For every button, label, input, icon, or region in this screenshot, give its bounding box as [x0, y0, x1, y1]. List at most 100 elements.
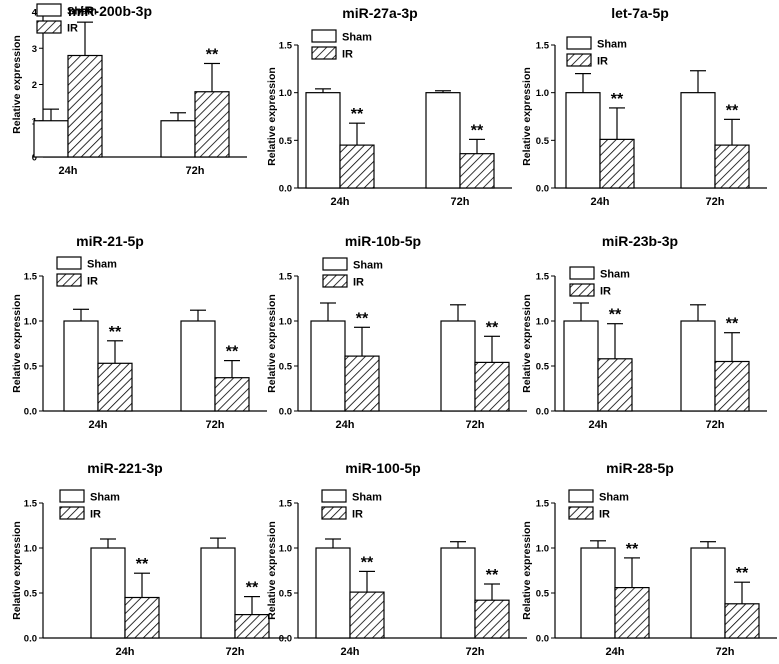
bar-sham-24h — [90, 547, 126, 639]
significance-label: ** — [471, 122, 484, 139]
x-tick-label: 24h — [116, 646, 135, 658]
bar-sham-24h — [63, 320, 99, 412]
legend-label-sham: Sham — [353, 260, 383, 272]
bar-sham-72h — [690, 547, 726, 639]
bar-ir-24h — [344, 355, 380, 412]
y-tick-label: 1.0 — [536, 88, 549, 99]
legend-label-sham: Sham — [90, 492, 120, 504]
x-tick-label: 24h — [589, 419, 608, 431]
x-tick-label: 24h — [89, 419, 108, 431]
legend-label-sham: Sham — [597, 39, 627, 51]
x-tick-label: 72h — [466, 419, 485, 431]
legend-swatch-sham — [321, 489, 347, 503]
x-tick-label: 24h — [59, 165, 78, 177]
bar-ir-24h — [614, 586, 650, 639]
y-tick-label: 1.0 — [279, 88, 292, 99]
legend-swatch-sham — [311, 29, 337, 43]
bar-sham-24h — [33, 120, 69, 158]
bar-sham-24h — [563, 320, 599, 412]
legend-swatch-ir — [59, 506, 85, 520]
significance-label: ** — [726, 316, 739, 333]
bar-sham-24h — [580, 547, 616, 639]
y-axis-label: Relative expression — [521, 67, 533, 166]
legend-label-ir: IR — [353, 277, 364, 289]
bar-sham-72h — [440, 547, 476, 639]
chart-title: let-7a-5p — [611, 5, 669, 21]
significance-label: ** — [109, 324, 122, 341]
significance-label: ** — [356, 310, 369, 327]
significance-label: ** — [736, 565, 749, 582]
bar-ir-72h — [234, 613, 270, 639]
chart-title: miR-27a-3p — [342, 5, 417, 21]
legend-swatch-ir — [322, 274, 348, 288]
bar-ir-72h — [459, 153, 495, 189]
legend-label-sham: Sham — [599, 492, 629, 504]
chart-panel-2: miR-27a-3p 0.0 0.5 1.0 1.5 Relative expressio… — [266, 5, 512, 208]
y-tick-label: 4 — [32, 8, 38, 19]
y-tick-label: 1.0 — [279, 317, 292, 328]
y-tick-label: 1.5 — [279, 499, 293, 510]
bar-ir-24h — [124, 596, 160, 639]
chart-title: miR-28-5p — [606, 460, 674, 476]
x-tick-label: 24h — [336, 419, 355, 431]
y-tick-label: 0.5 — [536, 362, 550, 373]
y-tick-label: 0.0 — [279, 634, 292, 645]
bar-ir-24h — [339, 144, 375, 189]
y-tick-label: 1.5 — [536, 272, 550, 283]
bar-sham-72h — [440, 320, 476, 412]
chart-title: miR-200b-3p — [68, 3, 152, 19]
x-tick-label: 24h — [606, 646, 625, 658]
legend-swatch-sham — [566, 36, 592, 50]
bar-ir-72h — [474, 361, 510, 412]
bar-ir-72h — [214, 377, 250, 412]
significance-label: ** — [79, 5, 92, 22]
x-tick-label: 72h — [226, 646, 245, 658]
bar-sham-72h — [680, 92, 716, 189]
y-tick-label: 0.5 — [279, 589, 293, 600]
bar-sham-72h — [180, 320, 216, 412]
y-tick-label: 0.0 — [536, 184, 549, 195]
y-axis-label: Relative expression — [521, 521, 533, 620]
y-tick-label: 1.0 — [24, 317, 37, 328]
significance-label: ** — [486, 319, 499, 336]
legend-swatch-ir — [311, 46, 337, 60]
y-tick-label: 0.5 — [536, 589, 550, 600]
legend-swatch-ir — [56, 273, 82, 287]
significance-label: ** — [726, 102, 739, 119]
bar-ir-24h — [349, 591, 385, 639]
y-tick-label: 0 — [32, 153, 37, 164]
y-tick-label: 1.5 — [536, 41, 550, 52]
chart-title: miR-21-5p — [76, 233, 144, 249]
legend-swatch-ir — [36, 20, 62, 34]
chart-panel-1: miR-200b-3p01234Relative expression**24h… — [11, 3, 247, 177]
x-tick-label: 72h — [206, 419, 225, 431]
bar-sham-72h — [680, 320, 716, 412]
significance-label: ** — [226, 344, 239, 361]
bar-ir-72h — [714, 360, 750, 412]
bar-sham-24h — [310, 320, 346, 412]
legend-swatch-ir — [566, 53, 592, 67]
y-tick-label: 0.5 — [24, 589, 38, 600]
significance-label: ** — [246, 580, 259, 597]
significance-label: ** — [609, 307, 622, 324]
y-tick-label: 1.5 — [24, 499, 38, 510]
significance-label: ** — [351, 106, 364, 123]
y-axis-label: Relative expression — [266, 521, 278, 620]
y-axis-label: Relative expression — [11, 35, 23, 134]
chart-title: miR-10b-5p — [345, 233, 421, 249]
legend-swatch-sham — [59, 489, 85, 503]
bar-sham-72h — [160, 120, 196, 158]
y-tick-label: 1.5 — [24, 272, 38, 283]
legend-swatch-sham — [56, 256, 82, 270]
legend-label-ir: IR — [352, 509, 363, 521]
legend-swatch-ir — [569, 283, 595, 297]
legend-label-ir: IR — [342, 49, 353, 61]
x-tick-label: 72h — [466, 646, 485, 658]
y-tick-label: 1.5 — [536, 499, 550, 510]
significance-label: ** — [136, 556, 149, 573]
